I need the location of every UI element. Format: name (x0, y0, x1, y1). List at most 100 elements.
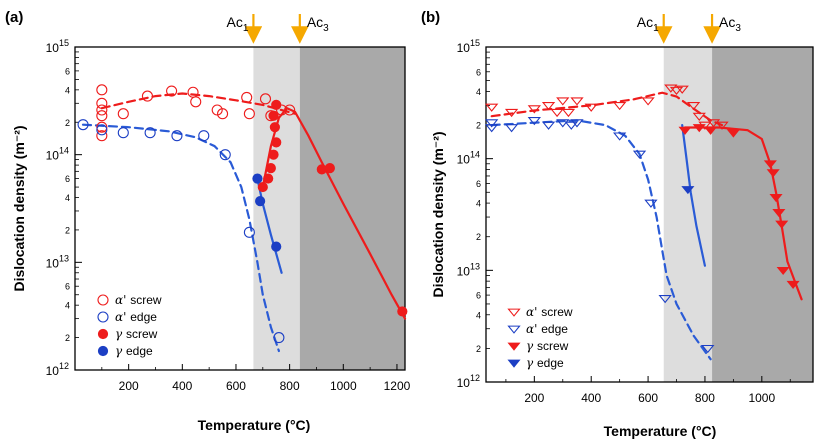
data-point (641, 97, 655, 106)
data-point (273, 332, 285, 344)
data-point (144, 127, 156, 139)
y-tick-label: 1015 (46, 38, 69, 55)
data-point (96, 84, 108, 96)
data-point (776, 266, 790, 276)
data-point (269, 122, 280, 133)
data-point (692, 124, 706, 133)
plot-frame (74, 46, 406, 371)
legend-marker (97, 311, 109, 323)
data-point (217, 108, 229, 120)
data-point (584, 103, 598, 112)
legend-marker (507, 325, 521, 334)
y-tick-label: 1014 (46, 146, 69, 163)
legend-entry: γ edge (526, 356, 564, 370)
y-minor-tick-label: 6 (65, 66, 70, 76)
data-point (786, 280, 800, 289)
data-point (96, 130, 108, 142)
y-tick-label: 1015 (457, 38, 480, 55)
legend-entry: α' screw (115, 293, 162, 307)
data-point (541, 101, 556, 111)
y-minor-tick-label: 6 (65, 282, 70, 292)
data-point (504, 124, 519, 133)
y-minor-tick-label: 4 (476, 310, 481, 320)
intercritical-zone (253, 47, 300, 370)
fit-curve (81, 123, 280, 353)
panel-label: (a) (5, 9, 23, 26)
y-tick-label: 1014 (457, 150, 480, 167)
data-point (117, 127, 129, 139)
critical-temperature-label: Ac1 (637, 14, 659, 34)
data-point (675, 85, 689, 94)
data-point (187, 86, 199, 98)
panel-label: (b) (421, 9, 440, 26)
y-minor-tick-label: 2 (476, 232, 481, 242)
critical-temperature-label: Ac3 (719, 14, 741, 34)
y-axis-title: Dislocation density (m⁻²) (430, 131, 446, 297)
legend-entry: α' edge (115, 310, 157, 324)
data-point (96, 97, 108, 109)
legend-marker (507, 342, 521, 351)
legend-entry: α' edge (526, 322, 568, 336)
data-point (241, 91, 253, 103)
fit-curve (681, 124, 706, 267)
data-point (324, 163, 335, 174)
data-point (775, 220, 789, 229)
y-minor-tick-label: 2 (65, 118, 70, 128)
y-minor-tick-label: 4 (65, 301, 70, 311)
x-tick-label: 400 (581, 391, 601, 405)
data-point (570, 97, 584, 106)
panel-b: 1012 2 4 6 1013 2 4 6 1014 2 4 6 1015 200 400 600 800 100… (421, 9, 814, 439)
data-point (259, 93, 272, 105)
x-axis-title: Temperature (°C) (198, 417, 311, 433)
data-point (166, 85, 178, 97)
legend-entry: α' screw (526, 305, 573, 319)
x-tick-label: 1200 (384, 379, 411, 393)
data-point (556, 97, 570, 106)
data-point (561, 108, 576, 118)
data-point (271, 137, 282, 148)
data-point (726, 129, 740, 138)
data-point (612, 101, 627, 111)
x-tick-label: 1000 (748, 391, 775, 405)
data-point (268, 110, 279, 121)
data-point (77, 119, 89, 131)
data-point (686, 101, 701, 111)
data-point (504, 108, 519, 118)
data-point (397, 306, 408, 317)
y-minor-tick-label: 2 (476, 121, 481, 131)
austenite-zone (299, 47, 405, 370)
x-tick-label: 800 (280, 379, 300, 393)
fit-curve (490, 91, 724, 127)
data-point (268, 149, 279, 160)
data-point (171, 130, 183, 142)
data-point (556, 119, 570, 128)
data-point (769, 194, 783, 203)
data-point (541, 121, 556, 130)
data-point (284, 104, 296, 116)
legend-marker (97, 345, 109, 357)
data-point (763, 160, 777, 169)
y-minor-tick-label: 2 (65, 333, 70, 343)
data-point (117, 108, 129, 120)
y-tick-label: 1013 (46, 253, 69, 270)
plot-frame (485, 46, 814, 383)
x-tick-label: 200 (524, 391, 544, 405)
y-tick-label: 1012 (46, 361, 69, 378)
x-tick-label: 200 (119, 379, 139, 393)
data-point (644, 199, 658, 208)
data-point (527, 117, 541, 126)
critical-temperature-label: Ac1 (227, 14, 249, 34)
data-point (564, 121, 578, 130)
x-tick-label: 1000 (330, 379, 357, 393)
data-point (550, 108, 564, 118)
data-point (766, 169, 780, 178)
x-tick-label: 600 (638, 391, 658, 405)
data-point (190, 96, 202, 108)
x-tick-label: 800 (695, 391, 715, 405)
legend-marker (507, 359, 521, 368)
data-point (664, 84, 678, 93)
y-axis-title: Dislocation density (m⁻²) (11, 125, 27, 291)
data-point (255, 196, 266, 207)
y-minor-tick-label: 6 (476, 67, 481, 77)
